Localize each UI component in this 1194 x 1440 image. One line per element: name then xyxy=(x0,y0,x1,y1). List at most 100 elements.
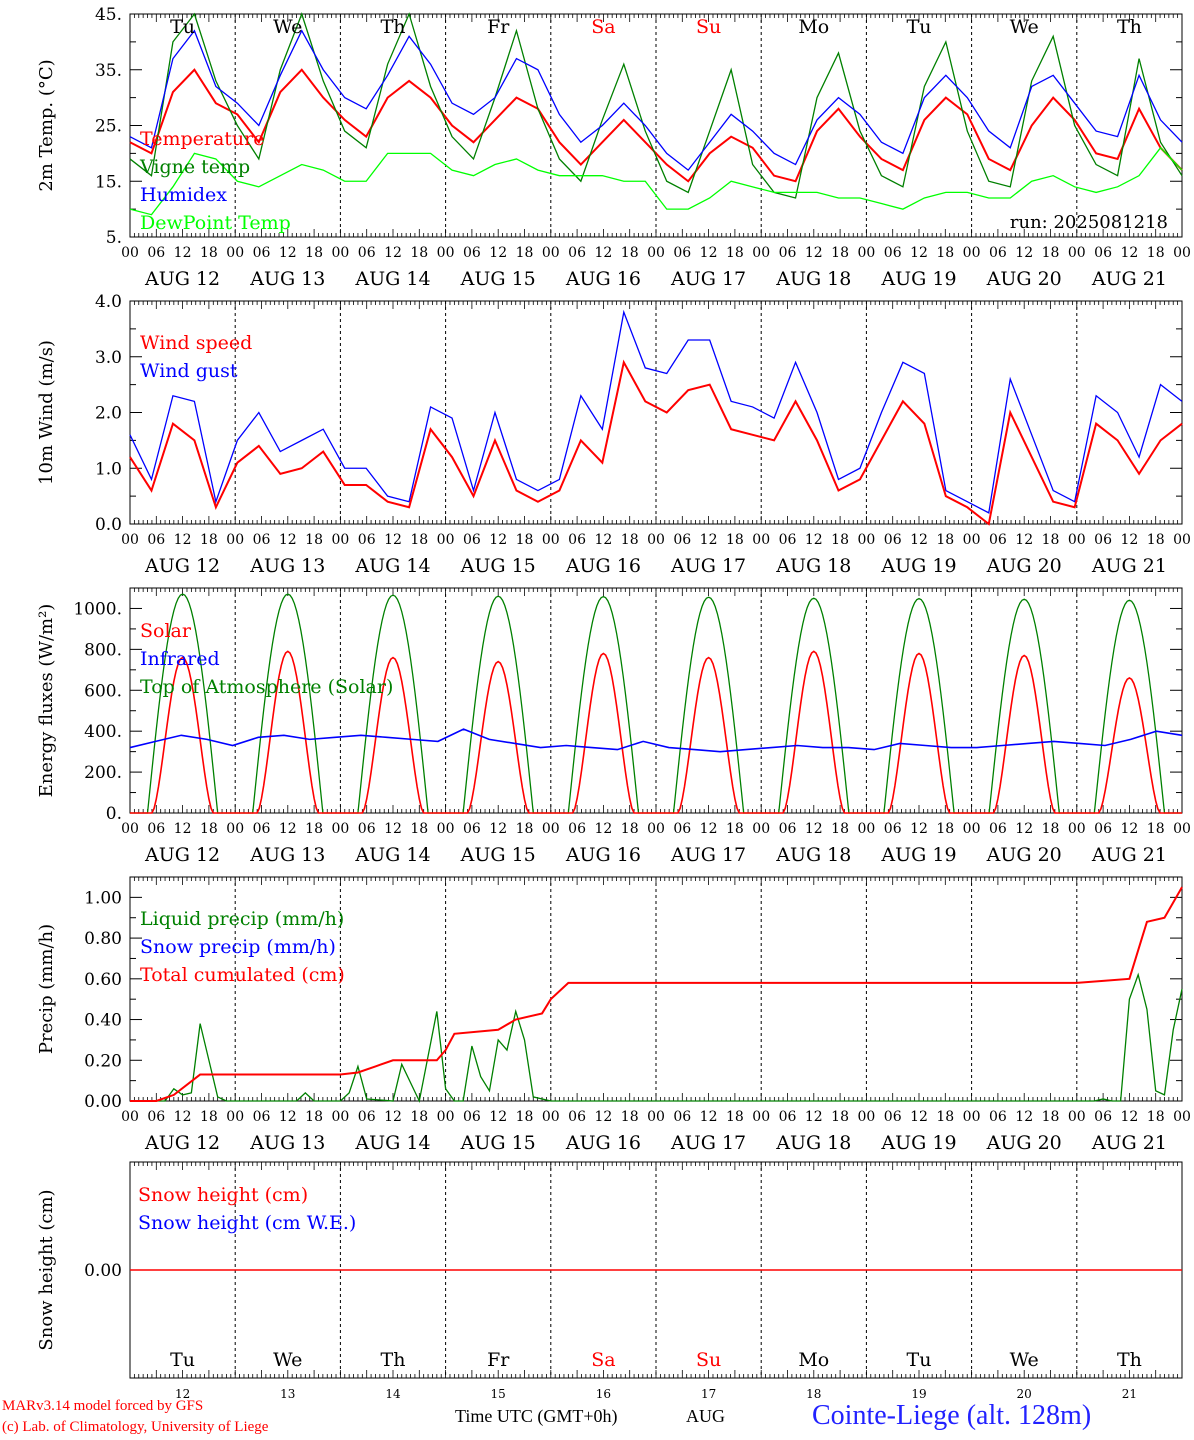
legend-entry: Snow precip (mm/h) xyxy=(140,936,336,958)
x-hour-label: 06 xyxy=(884,821,902,837)
day-number-label: 20 xyxy=(1017,1387,1032,1401)
x-hour-label: 00 xyxy=(752,532,770,548)
weekday-label: We xyxy=(273,16,302,38)
x-hour-label: 00 xyxy=(1173,532,1191,548)
y-axis-label: Energy fluxes (W/m²) xyxy=(36,604,57,798)
series-line-solar xyxy=(130,650,1182,814)
x-hour-label: 06 xyxy=(253,821,271,837)
y-tick-label: 0.80 xyxy=(84,929,122,949)
x-hour-label: 12 xyxy=(1015,245,1033,261)
x-date-label: AUG 19 xyxy=(880,555,956,577)
x-hour-label: 12 xyxy=(700,245,718,261)
x-hour-label: 18 xyxy=(621,245,639,261)
weekday-label: Mo xyxy=(798,1349,829,1371)
weekday-label: Fr xyxy=(487,16,510,38)
x-hour-label: 18 xyxy=(936,821,954,837)
plot-frame xyxy=(129,587,1183,814)
y-tick-label: 4.0 xyxy=(95,292,122,312)
x-hour-label: 00 xyxy=(857,532,875,548)
x-hour-label: 06 xyxy=(989,245,1007,261)
y-tick-label: 0.60 xyxy=(84,970,122,990)
x-date-label: AUG 20 xyxy=(986,268,1062,290)
series-line-temperature xyxy=(129,68,1183,183)
legend-entry: Vigne temp xyxy=(139,156,250,178)
x-hour-label: 12 xyxy=(805,245,823,261)
x-date-label: AUG 12 xyxy=(144,844,220,866)
x-hour-label: 18 xyxy=(831,245,849,261)
x-hour-label: 06 xyxy=(147,1109,165,1125)
x-date-label: AUG 16 xyxy=(565,1132,641,1154)
x-hour-label: 00 xyxy=(226,1109,244,1125)
x-hour-label: 18 xyxy=(936,1109,954,1125)
y-tick-label: 5. xyxy=(106,228,122,248)
x-hour-label: 06 xyxy=(358,821,376,837)
x-hour-label: 00 xyxy=(963,532,981,548)
x-hour-label: 06 xyxy=(568,532,586,548)
x-hour-label: 06 xyxy=(673,245,691,261)
x-hour-label: 18 xyxy=(200,245,218,261)
x-hour-label: 00 xyxy=(226,245,244,261)
x-hour-label: 06 xyxy=(884,1109,902,1125)
y-tick-label: 35. xyxy=(95,61,122,81)
x-date-label: AUG 13 xyxy=(249,555,325,577)
y-tick-label: 1000. xyxy=(73,599,122,619)
x-hour-label: 06 xyxy=(568,245,586,261)
x-hour-label: 18 xyxy=(200,821,218,837)
legend-entry: Snow height (cm) xyxy=(138,1184,308,1206)
x-hour-label: 00 xyxy=(1173,821,1191,837)
x-hour-label: 12 xyxy=(910,821,928,837)
x-hour-label: 00 xyxy=(331,245,349,261)
x-date-label: AUG 21 xyxy=(1091,268,1167,290)
x-hour-label: 00 xyxy=(226,532,244,548)
y-axis-label: Snow height (cm) xyxy=(36,1189,57,1350)
x-hour-label: 12 xyxy=(489,532,507,548)
x-hour-label: 00 xyxy=(1173,1109,1191,1125)
x-hour-label: 00 xyxy=(647,821,665,837)
series-line-vigne-temp xyxy=(129,12,1183,199)
x-hour-label: 18 xyxy=(1042,532,1060,548)
weekday-label: Tu xyxy=(907,1349,932,1371)
x-hour-label: 06 xyxy=(779,245,797,261)
series-line-total-cumulated-cm- xyxy=(130,886,1183,1102)
x-hour-label: 06 xyxy=(989,821,1007,837)
x-hour-label: 06 xyxy=(358,532,376,548)
x-hour-label: 06 xyxy=(673,532,691,548)
y-tick-label: 0.00 xyxy=(84,1261,122,1281)
x-hour-label: 12 xyxy=(489,245,507,261)
x-hour-label: 06 xyxy=(673,821,691,837)
x-hour-label: 06 xyxy=(463,1109,481,1125)
x-hour-label: 06 xyxy=(358,1109,376,1125)
weekday-label: We xyxy=(1010,16,1039,38)
x-hour-label: 00 xyxy=(542,821,560,837)
x-hour-label: 12 xyxy=(1120,1109,1138,1125)
x-hour-label: 18 xyxy=(305,1109,323,1125)
x-date-label: AUG 15 xyxy=(460,1132,536,1154)
x-hour-label: 12 xyxy=(489,821,507,837)
x-date-label: AUG 17 xyxy=(670,1132,746,1154)
x-date-label: AUG 15 xyxy=(460,555,536,577)
x-hour-label: 18 xyxy=(726,1109,744,1125)
legend-entry: Temperature xyxy=(140,128,264,150)
x-hour-label: 06 xyxy=(779,532,797,548)
y-tick-label: 0.00 xyxy=(84,1092,122,1112)
legend-entry: Top of Atmosphere (Solar) xyxy=(140,676,393,698)
weekday-label: Su xyxy=(696,16,721,38)
x-hour-label: 00 xyxy=(331,1109,349,1125)
x-hour-label: 06 xyxy=(463,245,481,261)
x-hour-label: 18 xyxy=(200,532,218,548)
x-date-label: AUG 20 xyxy=(986,555,1062,577)
x-hour-label: 06 xyxy=(1094,532,1112,548)
y-tick-label: 0.20 xyxy=(84,1051,122,1071)
credit-lab: (c) Lab. of Climatology, University of L… xyxy=(2,1419,269,1435)
x-hour-label: 18 xyxy=(516,1109,534,1125)
x-hour-label: 00 xyxy=(331,821,349,837)
x-hour-label: 06 xyxy=(147,245,165,261)
x-hour-label: 00 xyxy=(226,821,244,837)
x-hour-label: 06 xyxy=(779,1109,797,1125)
x-hour-label: 00 xyxy=(963,1109,981,1125)
y-axis-label: Precip (mm/h) xyxy=(36,924,57,1054)
day-number-label: 12 xyxy=(175,1387,190,1401)
weekday-label: Th xyxy=(381,1349,406,1371)
y-tick-label: 3.0 xyxy=(95,348,122,368)
